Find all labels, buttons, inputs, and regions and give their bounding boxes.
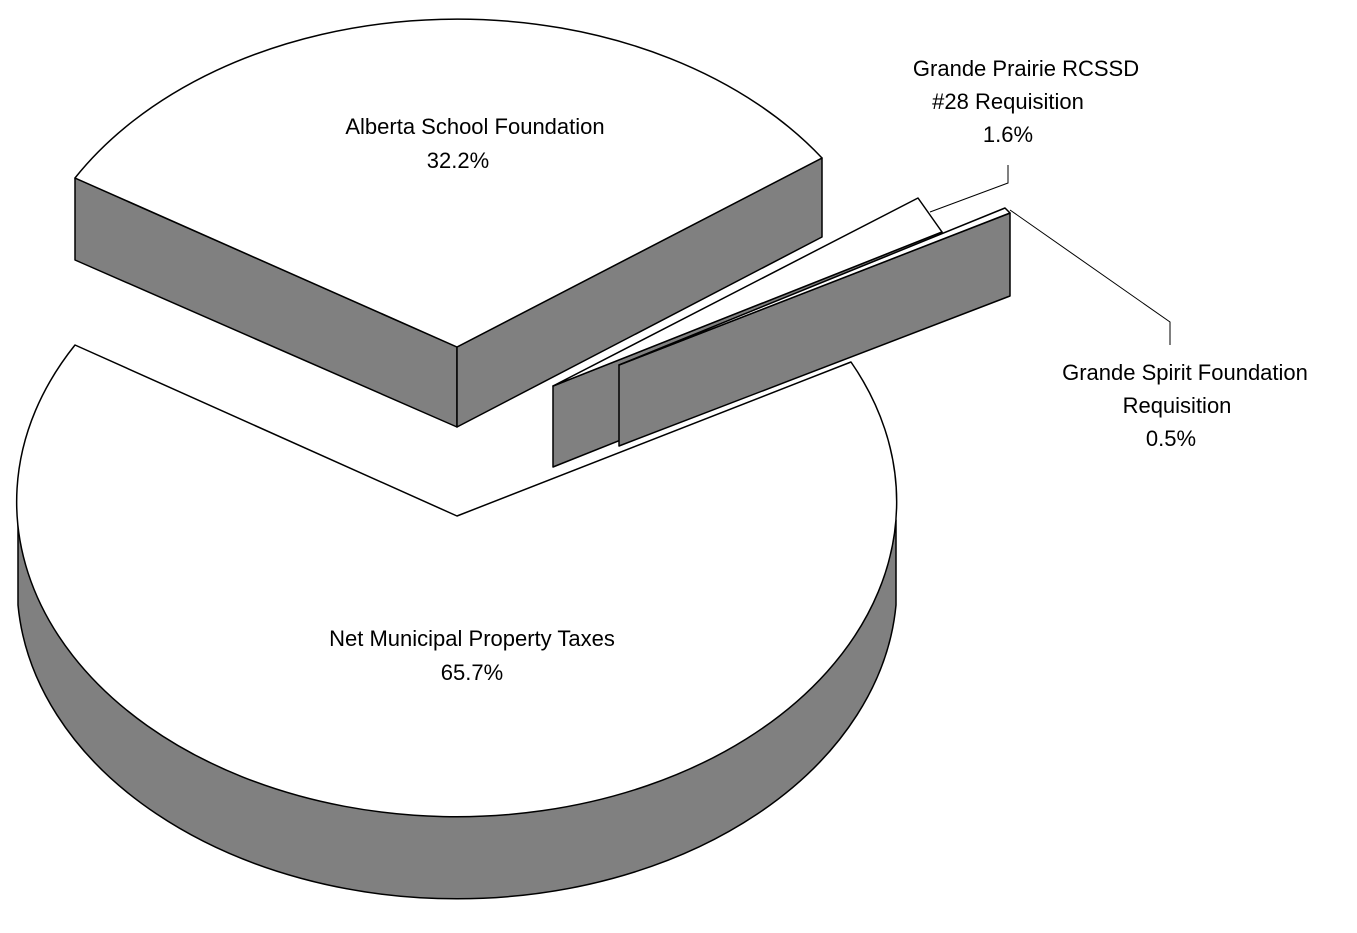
slice-net-municipal-label: Net Municipal Property Taxes [329,626,615,651]
slice-alberta-top [74,18,823,348]
slice-rcssd-label-line1: Grande Prairie RCSSD [913,56,1139,81]
slice-rcssd-value: 1.6% [983,122,1033,147]
slice-net-municipal-value: 65.7% [441,660,503,685]
slice-rcssd-top [552,197,943,387]
slice-spirit-label-line2: Requisition [1123,393,1232,418]
slice-alberta-school-foundation: Alberta School Foundation 32.2% [74,18,823,428]
slice-grande-spirit-foundation: Grande Spirit Foundation Requisition 0.5… [618,207,1308,451]
slice-spirit-label-line1: Grande Spirit Foundation [1062,360,1308,385]
slice-alberta-value: 32.2% [427,148,489,173]
slice-rcssd-leader-line [929,165,1009,213]
slice-alberta-label: Alberta School Foundation [345,114,604,139]
slice-net-municipal-property-taxes: Net Municipal Property Taxes 65.7% [15,344,898,900]
slice-net-municipal-top [15,344,898,818]
slice-rcssd-label-line2: #28 Requisition [932,89,1084,114]
slice-spirit-value: 0.5% [1146,426,1196,451]
slice-spirit-top [618,207,1011,366]
slice-spirit-leader-line [1009,209,1171,345]
